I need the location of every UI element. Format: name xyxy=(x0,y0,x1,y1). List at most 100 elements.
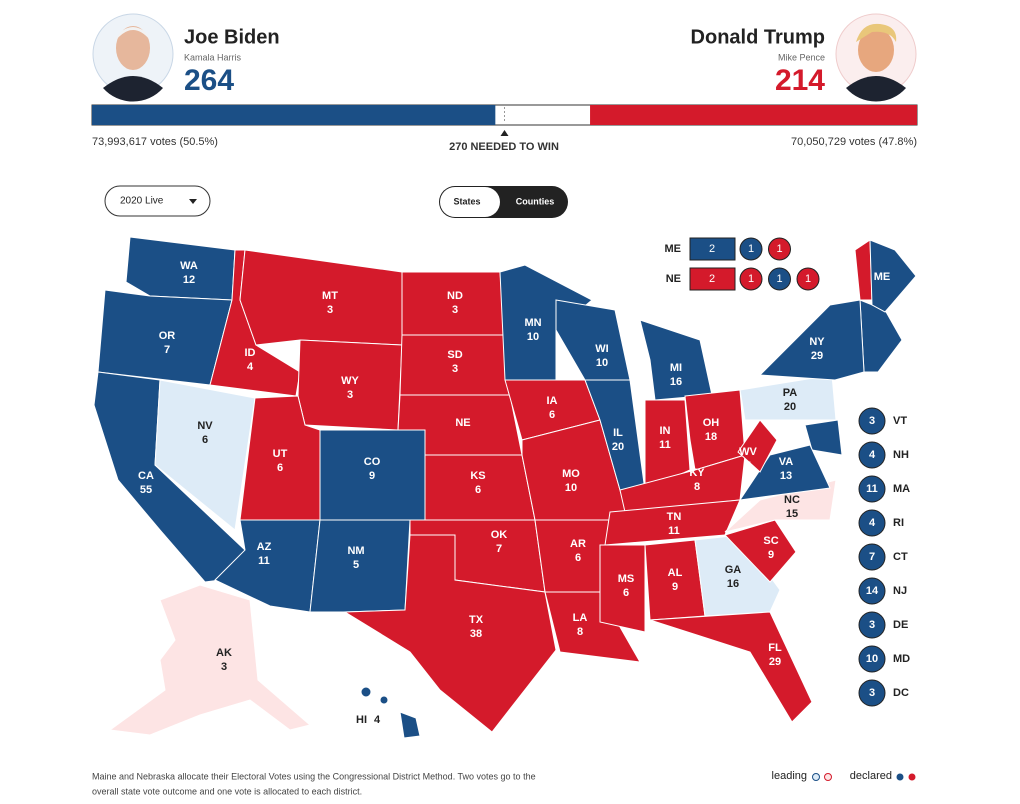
state-label: ID xyxy=(245,347,256,359)
state-shape xyxy=(859,299,903,373)
small-state-circle xyxy=(858,543,886,571)
toggle-option[interactable]: States xyxy=(453,196,480,206)
state-ev: 3 xyxy=(452,363,458,375)
state-label: KS xyxy=(470,470,485,482)
state-ev: 3 xyxy=(347,389,353,401)
state-label: NV xyxy=(197,420,213,432)
state-label: HI xyxy=(356,714,367,726)
small-state-label: DC xyxy=(893,687,909,699)
state-shape xyxy=(804,419,843,456)
small-state-ev: 14 xyxy=(866,585,879,597)
state-shape xyxy=(739,374,837,421)
state-shape xyxy=(309,519,411,613)
state-shape xyxy=(239,249,403,346)
small-state-circle xyxy=(858,441,886,469)
small-state-circle xyxy=(858,577,886,605)
small-state-ev: 7 xyxy=(869,551,875,563)
state-label: AL xyxy=(668,567,683,579)
popular-votes: 73,993,617 votes (50.5%) xyxy=(92,136,218,148)
small-state-ev: 4 xyxy=(869,517,876,529)
state-label: NM xyxy=(347,545,364,557)
state-ev: 3 xyxy=(327,304,333,316)
state-label: FL xyxy=(768,642,782,654)
small-state-ev: 10 xyxy=(866,653,878,665)
state-label: WY xyxy=(341,375,359,387)
popular-votes: 70,050,729 votes (47.8%) xyxy=(791,136,917,148)
district-ev: 2 xyxy=(709,243,715,255)
district-box xyxy=(689,267,736,291)
state-shape xyxy=(724,519,797,583)
running-mate: Mike Pence xyxy=(778,52,825,62)
toggle-option[interactable]: Counties xyxy=(516,196,555,206)
district-ev: 1 xyxy=(748,273,754,285)
state-shape xyxy=(724,479,837,533)
us-map xyxy=(93,236,917,739)
state-label: NE xyxy=(455,417,470,429)
state-ev: 6 xyxy=(202,434,208,446)
threshold-marker xyxy=(500,130,509,136)
footnote: overall state vote outcome and one vote … xyxy=(92,786,362,796)
state-label: GA xyxy=(725,564,742,576)
state-ev: 18 xyxy=(705,431,717,443)
candidate-name: Joe Biden xyxy=(184,26,280,48)
electoral-votes: 214 xyxy=(775,64,825,97)
state-ev: 6 xyxy=(623,587,629,599)
state-label: TX xyxy=(469,614,484,626)
progress-bar xyxy=(92,105,496,125)
legend-label: declared xyxy=(850,770,892,782)
state-label: OK xyxy=(491,529,508,541)
district-circle xyxy=(796,267,820,291)
state-label: AR xyxy=(570,538,586,550)
small-state-label: RI xyxy=(893,517,904,529)
state-ev: 55 xyxy=(140,484,152,496)
district-ev: 1 xyxy=(805,273,811,285)
state-ev: 6 xyxy=(475,484,481,496)
state-ev: 8 xyxy=(577,626,583,638)
small-state-ev: 3 xyxy=(869,619,875,631)
state-ev: 29 xyxy=(811,350,823,362)
state-ev: 20 xyxy=(784,401,796,413)
trump-photo xyxy=(835,13,917,102)
state-label: LA xyxy=(573,612,588,624)
state-ev: 4 xyxy=(374,714,381,726)
state-shape xyxy=(644,399,691,491)
state-ev: 5 xyxy=(745,460,751,472)
dropdown-label[interactable]: 2020 Live xyxy=(120,196,164,207)
state-label: NC xyxy=(784,494,800,506)
state-ev: 5 xyxy=(353,559,359,571)
dropdown[interactable]: 2020 Live xyxy=(104,185,211,217)
threshold-label: 270 NEEDED TO WIN xyxy=(449,141,559,153)
state-label: AK xyxy=(216,647,232,659)
footnote: Maine and Nebraska allocate their Electo… xyxy=(92,771,536,781)
state-ev: 6 xyxy=(575,552,581,564)
state-label: IN xyxy=(660,425,671,437)
district-ev: 2 xyxy=(709,273,715,285)
state-label: AZ xyxy=(257,541,272,553)
state-shape xyxy=(297,339,403,431)
state-label: MN xyxy=(524,317,541,329)
small-state-label: NH xyxy=(893,449,909,461)
island xyxy=(379,695,389,705)
state-label: PA xyxy=(783,387,798,399)
state-ev: 7 xyxy=(496,543,502,555)
state-ev: 10 xyxy=(565,482,577,494)
small-state-ev: 3 xyxy=(869,687,875,699)
small-state-label: MD xyxy=(893,653,910,665)
state-shape xyxy=(108,584,312,736)
state-label: IA xyxy=(547,395,558,407)
state-label: MS xyxy=(618,573,635,585)
state-shape xyxy=(854,239,873,301)
small-state-label: DE xyxy=(893,619,908,631)
biden-photo xyxy=(92,13,174,102)
state-shape xyxy=(599,544,646,633)
state-label: NY xyxy=(809,336,825,348)
state-label: KY xyxy=(689,467,705,479)
state-ev: 10 xyxy=(596,357,608,369)
toggle[interactable]: States Counties xyxy=(439,186,568,218)
small-state-circle xyxy=(858,679,886,707)
state-ev: 6 xyxy=(549,409,555,421)
small-state-circle xyxy=(858,407,886,435)
small-state-label: VT xyxy=(893,415,907,427)
small-state-circle xyxy=(858,611,886,639)
